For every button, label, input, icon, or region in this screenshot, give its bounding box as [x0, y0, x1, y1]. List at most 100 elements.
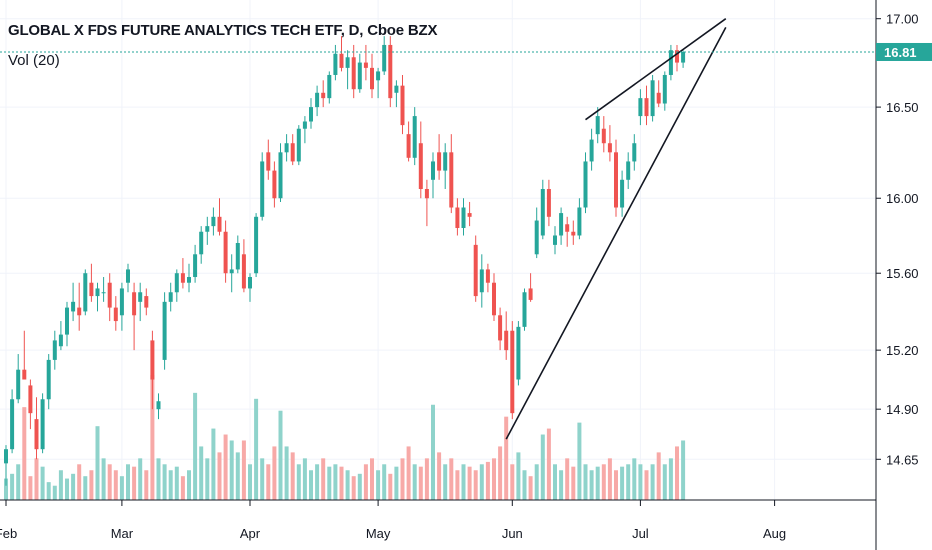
candle-body: [180, 273, 185, 283]
candle-body: [10, 399, 15, 450]
volume-bar: [223, 434, 228, 500]
volume-bar: [248, 464, 252, 500]
trendlines[interactable]: [505, 18, 727, 440]
volume-bar: [34, 458, 39, 500]
price-tick-label: 15.20: [886, 343, 919, 358]
candle-body: [327, 74, 332, 99]
candle-body: [522, 292, 527, 327]
volume-bar: [595, 466, 600, 500]
price-tick-label: 17.00: [886, 12, 919, 27]
volume-bar: [376, 470, 381, 500]
candle-body: [235, 242, 240, 270]
candle-body: [248, 277, 252, 289]
rising-wedge-upper-line[interactable]: [585, 18, 727, 121]
volume-bar: [559, 470, 564, 500]
candle-body: [400, 85, 405, 126]
volume-bar: [144, 470, 149, 500]
candle-body: [565, 224, 570, 232]
volume-bar: [620, 466, 625, 500]
volume-bar: [77, 464, 82, 500]
candle-body: [156, 401, 161, 410]
volume-bar: [418, 466, 423, 500]
price-axis[interactable]: 17.00 16.50 16.00 15.60 15.20 14.90 14.65: [876, 12, 919, 468]
time-tick-label: Jul: [632, 526, 649, 541]
time-axis[interactable]: Feb Mar Apr May Jun Jul Aug: [0, 500, 786, 541]
candle-body: [357, 62, 362, 90]
volume-bar: [504, 416, 509, 500]
candle-body: [656, 92, 661, 104]
candle-body: [595, 116, 600, 135]
candle-body: [412, 116, 417, 158]
candle-body: [363, 62, 368, 68]
candle-body: [83, 273, 88, 312]
candle-body: [77, 307, 82, 316]
volume-bar: [284, 446, 289, 500]
price-tick-label: 16.50: [886, 100, 919, 115]
candle-body: [589, 139, 594, 162]
candle-body: [302, 121, 307, 129]
candle-body: [89, 282, 94, 297]
candle-body: [296, 128, 301, 162]
candle-body: [339, 53, 344, 68]
candle-body: [113, 307, 118, 322]
candle-body: [370, 67, 374, 90]
grid: [0, 0, 876, 500]
candle-body: [132, 292, 137, 316]
candle-body: [46, 359, 51, 400]
volume-bar: [632, 458, 637, 500]
candle-body: [559, 213, 564, 236]
candle-body: [272, 170, 277, 199]
candle-body: [345, 57, 350, 68]
candle-body: [516, 326, 521, 380]
candle-body: [479, 269, 484, 293]
volume-bar: [662, 464, 667, 500]
volume-bars: [4, 375, 686, 500]
volume-indicator-label[interactable]: Vol (20): [8, 52, 60, 69]
volume-bar: [473, 470, 478, 500]
rising-wedge-lower-line[interactable]: [505, 27, 727, 440]
candle-body: [138, 292, 143, 302]
candle-body: [626, 161, 631, 180]
candle-body: [144, 296, 149, 308]
candle-body: [540, 188, 545, 236]
volume-bar: [174, 466, 179, 500]
volume-bar: [71, 473, 76, 500]
volume-bar: [461, 464, 466, 500]
volume-bar: [345, 470, 350, 500]
candle-body: [22, 369, 27, 380]
candle-body: [199, 231, 204, 255]
volume-bar: [498, 446, 503, 500]
volume-bar: [485, 461, 490, 500]
volume-bar: [235, 452, 240, 500]
candle-body: [583, 161, 588, 208]
candle-body: [418, 143, 423, 189]
candle-body: [205, 226, 210, 232]
volume-bar: [327, 466, 332, 500]
volume-bar: [455, 470, 460, 500]
candle-body: [174, 273, 179, 293]
volume-bar: [65, 478, 69, 500]
candle-body: [437, 152, 442, 171]
volume-bar: [217, 452, 222, 500]
candle-body: [162, 301, 167, 360]
time-tick-label: Feb: [0, 526, 17, 541]
volume-bar: [162, 464, 167, 500]
candle-body: [455, 207, 460, 229]
volume-bar: [10, 473, 15, 500]
volume-bar: [363, 464, 368, 500]
time-tick-label: Apr: [240, 526, 261, 541]
candle-body: [260, 161, 265, 217]
volume-bar: [266, 464, 271, 500]
candle-body: [675, 50, 679, 63]
price-tick-label: 16.00: [886, 191, 919, 206]
volume-bar: [553, 464, 557, 500]
candle-body: [601, 128, 606, 144]
candle-body: [546, 188, 551, 217]
volume-bar: [431, 404, 435, 500]
volume-bar: [309, 470, 313, 500]
candle-body: [40, 399, 45, 450]
volume-bar: [296, 464, 301, 500]
candle-body: [150, 340, 155, 380]
volume-bar: [577, 422, 582, 500]
